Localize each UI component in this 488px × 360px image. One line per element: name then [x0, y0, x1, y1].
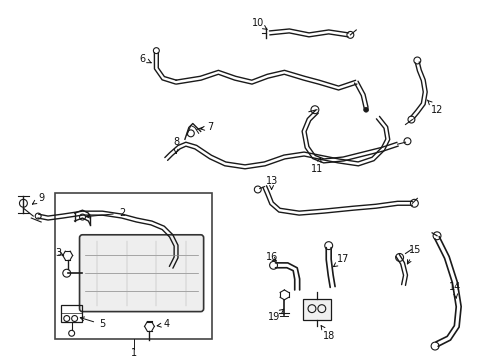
- Text: 15: 15: [407, 244, 421, 264]
- Text: 1: 1: [130, 348, 137, 358]
- Text: 14: 14: [447, 282, 460, 298]
- Text: 2: 2: [86, 208, 125, 218]
- Text: 5: 5: [80, 317, 105, 329]
- Text: 12: 12: [427, 100, 442, 115]
- FancyBboxPatch shape: [80, 235, 203, 312]
- Text: 8: 8: [173, 137, 179, 153]
- Text: 18: 18: [321, 325, 334, 341]
- Text: 4: 4: [157, 319, 169, 329]
- Text: 6: 6: [139, 54, 151, 63]
- Bar: [61, 305, 82, 323]
- Circle shape: [363, 107, 368, 112]
- Text: 19: 19: [268, 309, 283, 321]
- Text: 3: 3: [55, 248, 63, 257]
- Text: 17: 17: [333, 255, 349, 267]
- Text: 9: 9: [32, 193, 44, 204]
- Text: 10: 10: [251, 18, 266, 30]
- Text: 7: 7: [200, 122, 213, 132]
- Text: 13: 13: [265, 176, 277, 189]
- Bar: [303, 299, 330, 320]
- Text: 16: 16: [265, 252, 277, 262]
- Bar: [55, 193, 212, 339]
- Text: 11: 11: [310, 158, 323, 174]
